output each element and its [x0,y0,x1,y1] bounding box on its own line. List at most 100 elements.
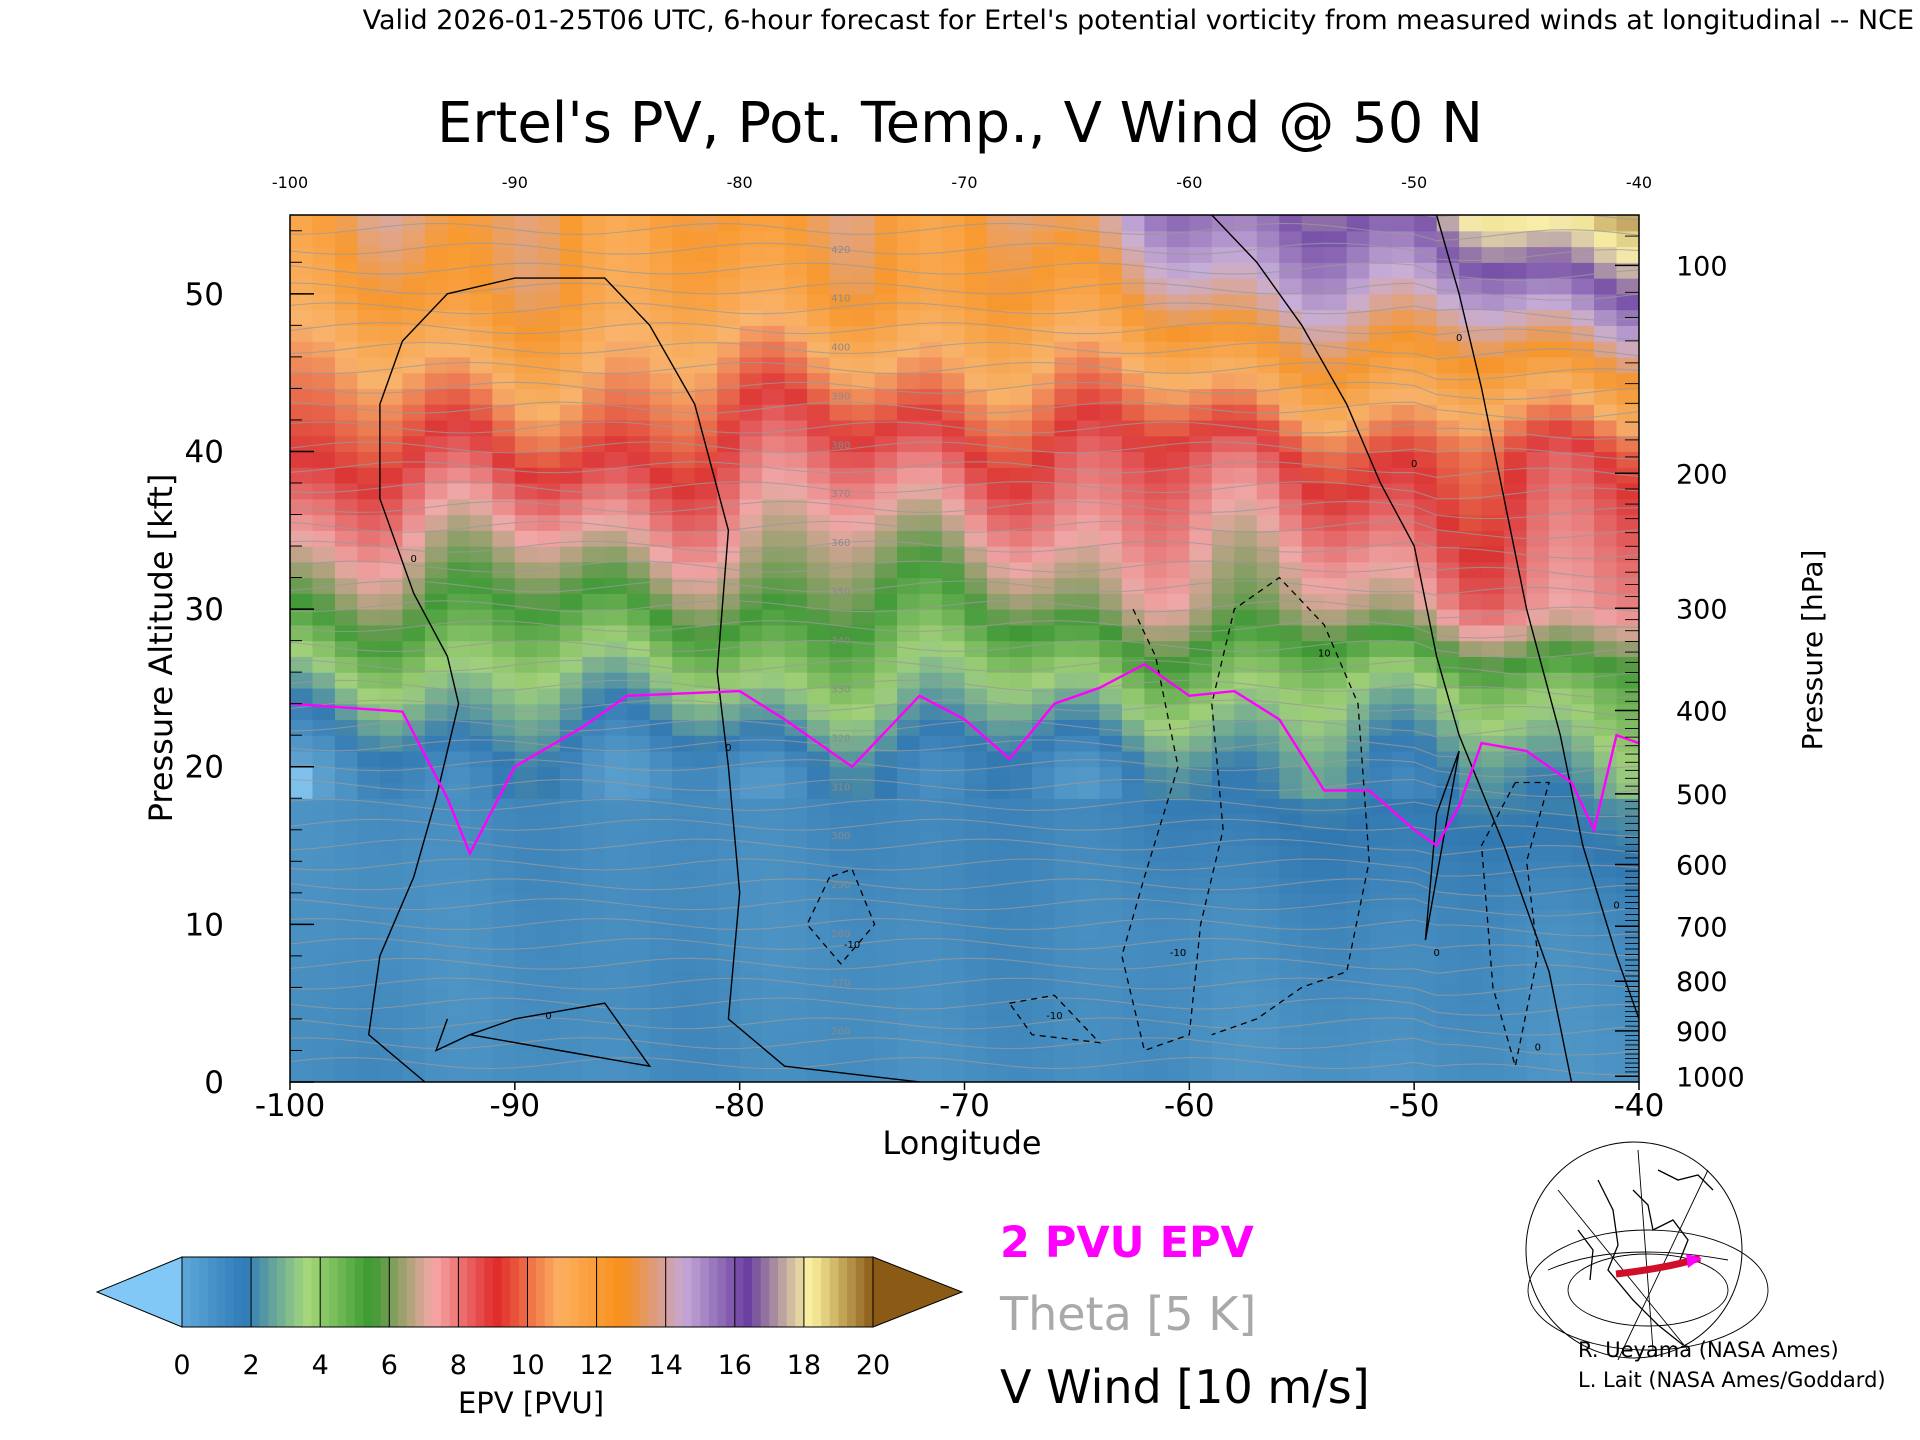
y-right-tick-label: 200 [1676,459,1728,490]
theta-line [290,282,1639,301]
colorbar-tick-label: 4 [312,1350,329,1381]
colorbar-swatch [415,1257,425,1327]
colorbar-swatch [492,1257,503,1327]
colorbar-swatch [803,1257,814,1327]
theta-label: 260 [831,1027,850,1038]
x-axis-label: Longitude [882,1124,1041,1162]
v-wind-contours: 0 0 -10 -10 -10 10 0 0 0 0 0 0 [367,215,1639,1082]
theta-line [290,778,1639,798]
colorbar-swatch [432,1257,442,1327]
colorbar-swatch [328,1257,339,1327]
y-right-tick-label: 900 [1676,1017,1728,1048]
x-tick-label: -50 [1389,1088,1440,1124]
colorbar-swatch [587,1257,598,1327]
v-wind-label: 0 [1411,459,1417,470]
theta-label: 300 [831,831,850,842]
theta-line [290,858,1639,877]
colorbar-swatch [657,1257,667,1327]
colorbar-swatch [251,1257,261,1327]
colorbar-swatch [207,1257,218,1327]
colorbar-swatch [397,1257,408,1327]
x-top-tick-label: -60 [1176,173,1202,192]
y-left-tick-label: 40 [185,434,224,470]
colorbar-swatch [423,1257,434,1327]
pv2-contour [290,662,1639,857]
colorbar-swatch [812,1257,822,1327]
colorbar-swatch [829,1257,840,1327]
colorbar-swatch [199,1257,209,1327]
x-top-tick-label: -70 [951,173,977,192]
theta-line [290,361,1639,381]
colorbar-swatch [605,1257,615,1327]
colorbar-tick-label: 18 [787,1350,821,1381]
theta-line [290,898,1639,917]
v-wind-label: 0 [1433,948,1439,959]
colorbar-swatch [242,1257,252,1327]
theta-line [290,639,1639,659]
theta-label: 420 [831,245,850,256]
theta-line [290,719,1639,738]
legend-wind-label: V Wind [10 m/s] [1000,1360,1370,1414]
colorbar-swatch [674,1257,684,1327]
theta-line [290,997,1639,1016]
legend-pv-label: 2 PVU EPV [1000,1218,1254,1268]
colorbar-swatch [769,1257,779,1327]
v-wind-solid-contour [1424,750,1460,941]
x-tick-label: -100 [255,1088,325,1124]
theta-label: 270 [831,978,850,989]
y-axis-right-label: Pressure [hPa] [1796,550,1829,751]
v-wind-label: 10 [1318,648,1331,659]
v-wind-label: -10 [844,940,860,951]
colorbar-tick-label: 2 [243,1350,260,1381]
colorbar-swatch [734,1257,745,1327]
x-axis-top: -100 -90 -80 -70 -60 -50 -40 [272,173,1652,192]
theta-label: 370 [831,489,850,500]
y-left-tick-label: 10 [185,907,224,943]
v-wind-solid-contour [434,1002,652,1068]
theta-contours: 260 270 280 290 300 310 320 330 340 350 360 370 380 3… [290,215,1639,1076]
theta-line [290,262,1639,281]
colorbar-swatch [579,1257,589,1327]
header-text: Valid 2026-01-25T06 UTC, 6-hour forecast… [363,5,1914,36]
colorbar-under-arrow [95,1256,183,1328]
colorbar-swatch [570,1257,580,1327]
colorbar-tick-label: 14 [649,1350,683,1381]
colorbar-swatch [631,1257,641,1327]
colorbar-swatch [682,1257,693,1327]
chart-title: Ertel's PV, Pot. Temp., V Wind @ 50 N [437,91,1483,156]
colorbar-tick-label: 6 [381,1350,398,1381]
colorbar-tick-label: 12 [579,1350,613,1381]
colorbar-swatch [216,1257,226,1327]
theta-line [290,302,1639,321]
colorbar-swatch [311,1257,321,1327]
theta-line [290,600,1639,619]
colorbar-swatch [665,1257,675,1327]
x-axis: -100 -90 -80 -70 -60 -50 -40 [255,1082,1664,1124]
credit-line-1: R. Ueyama (NASA Ames) [1578,1338,1839,1362]
colorbar-tick-label: 0 [173,1350,190,1381]
theta-line [290,461,1639,478]
theta-line [290,917,1639,937]
colorbar-swatch [320,1257,330,1327]
colorbar-swatch [639,1257,650,1327]
theta-label: 360 [831,538,850,549]
theta-label: 320 [831,734,850,745]
theta-line [290,580,1639,598]
theta-label: 290 [831,880,850,891]
colorbar-over-arrow [872,1256,964,1328]
y-right-tick-label: 1000 [1676,1062,1745,1093]
theta-line [290,1057,1639,1076]
colorbar-tick-label: 8 [450,1350,467,1381]
colorbar-swatch [190,1257,200,1327]
theta-line [290,540,1639,559]
colorbar-swatch [544,1257,555,1327]
v-wind-label: -10 [1046,1011,1062,1022]
colorbar-swatch [700,1257,710,1327]
theta-label: 280 [831,929,850,940]
colorbar-swatch [553,1257,563,1327]
colorbar-swatch [786,1257,796,1327]
theta-line [290,500,1639,520]
theta-label: 380 [831,440,850,451]
theta-label: 390 [831,391,850,402]
colorbar-swatch [354,1257,364,1327]
